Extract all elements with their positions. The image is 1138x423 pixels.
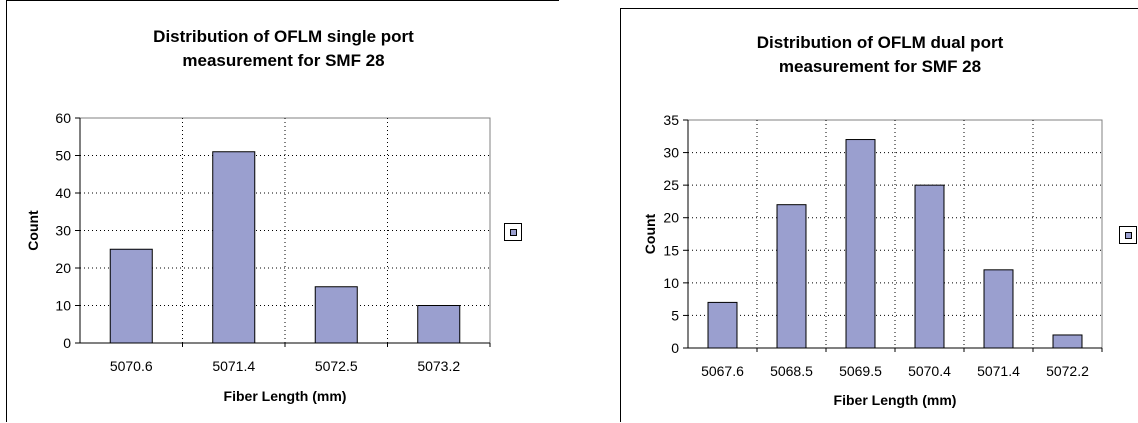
y-tick-label: 35 (663, 112, 679, 128)
chart-title: Distribution of OFLM single port measure… (7, 25, 560, 73)
x-axis-title: Fiber Length (mm) (224, 388, 347, 404)
legend-swatch (1125, 232, 1132, 239)
legend (504, 223, 522, 241)
bar (707, 301, 738, 349)
x-tick-label: 5072.2 (1046, 363, 1089, 379)
x-tick-label: 5070.6 (110, 358, 153, 374)
chart-title-line-2: measurement for SMF 28 (182, 51, 385, 70)
bar-chart-dual-port: 0 5 10 15 20 25 30 35 5067.6 5068.5 5069.5 5070.4 50… (642, 112, 1103, 408)
bar (314, 286, 358, 344)
y-tick-label: 20 (55, 260, 71, 276)
bar (1052, 334, 1083, 349)
x-axis-title: Fiber Length (mm) (834, 392, 957, 408)
bar (417, 305, 461, 344)
x-tick-label: 5070.4 (908, 363, 951, 379)
y-tick-label: 5 (671, 307, 679, 323)
y-tick-label: 0 (63, 335, 71, 351)
y-tick-label: 25 (663, 177, 679, 193)
y-axis-title: Count (25, 210, 41, 251)
x-tick-label: 5069.5 (839, 363, 882, 379)
bar (212, 151, 256, 344)
y-tick-label: 15 (663, 242, 679, 258)
legend (1119, 226, 1137, 244)
x-tick-label: 5071.4 (212, 358, 255, 374)
x-tick-label: 5072.5 (315, 358, 358, 374)
chart-title-line-1: Distribution of OFLM single port (153, 27, 414, 46)
y-tick-label: 50 (55, 148, 71, 164)
bar (914, 184, 945, 349)
bar-chart-single-port: 0 10 20 30 40 50 60 5070.6 5071.4 5072.5 5073.2 Fib… (25, 110, 491, 404)
x-tick-label: 5073.2 (417, 358, 460, 374)
x-tick-label: 5067.6 (701, 363, 744, 379)
chart-panel-single-port: Distribution of OFLM single port measure… (6, 0, 559, 422)
y-axis-title: Count (642, 213, 658, 254)
x-tick-label: 5068.5 (770, 363, 813, 379)
x-tick-label: 5071.4 (977, 363, 1020, 379)
chart-title-line-2: measurement for SMF 28 (778, 57, 982, 76)
bar (109, 248, 153, 344)
y-tick-label: 10 (55, 298, 71, 314)
y-tick-label: 10 (663, 275, 679, 291)
y-tick-label: 30 (55, 223, 71, 239)
bar (776, 204, 807, 349)
y-tick-label: 0 (671, 340, 679, 356)
chart-title: Distribution of OFLM dual port measureme… (621, 31, 1138, 79)
y-tick-label: 60 (55, 110, 71, 126)
bar (983, 269, 1014, 349)
plot-area (687, 119, 1103, 349)
chart-title-line-1: Distribution of OFLM dual port (756, 33, 1004, 52)
y-tick-label: 20 (663, 210, 679, 226)
bar (845, 139, 876, 349)
y-tick-label: 30 (663, 145, 679, 161)
chart-panel-dual-port: Distribution of OFLM dual port measureme… (620, 8, 1138, 422)
y-tick-label: 40 (55, 185, 71, 201)
legend-swatch (510, 229, 517, 236)
